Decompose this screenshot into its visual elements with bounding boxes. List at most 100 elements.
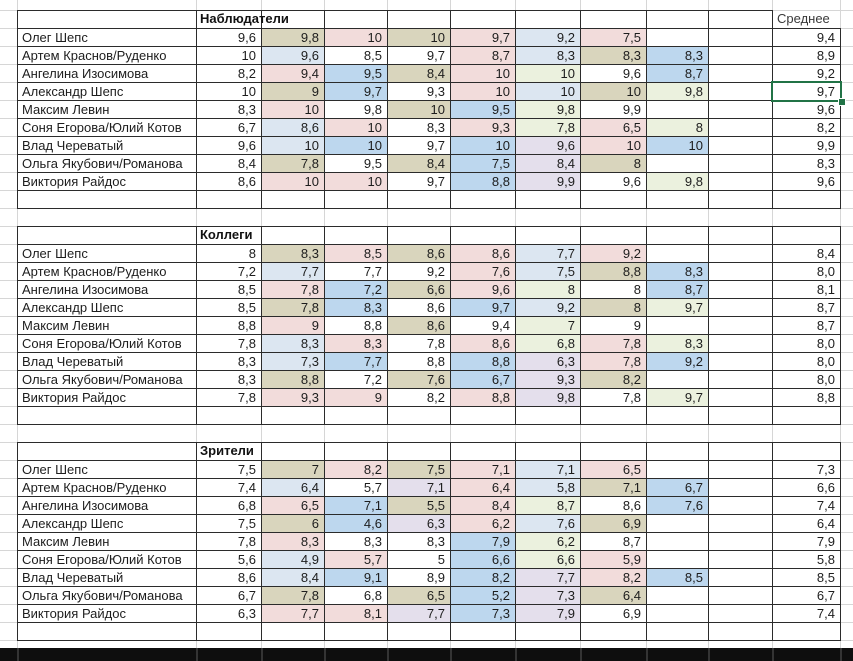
empty-cell[interactable] — [324, 190, 388, 209]
empty-cell[interactable] — [515, 190, 581, 209]
empty-cell[interactable] — [708, 352, 773, 371]
score-cell[interactable]: 6,5 — [580, 460, 647, 479]
score-cell[interactable]: 8,3 — [646, 46, 709, 65]
score-cell[interactable]: 7,8 — [196, 334, 262, 353]
score-cell[interactable]: 7,8 — [261, 586, 325, 605]
score-cell[interactable]: 7,7 — [515, 568, 581, 587]
score-cell[interactable]: 8,3 — [261, 334, 325, 353]
score-cell[interactable]: 9,8 — [261, 28, 325, 47]
empty-cell[interactable] — [708, 136, 773, 155]
score-cell[interactable]: 8,7 — [646, 280, 709, 299]
score-cell[interactable]: 6,3 — [387, 514, 451, 533]
section-header-cell[interactable] — [261, 226, 325, 245]
empty-cell[interactable] — [261, 190, 325, 209]
empty-cell[interactable] — [708, 514, 773, 533]
score-cell[interactable] — [646, 550, 709, 569]
row-name-cell[interactable]: Ангелина Изосимова — [17, 280, 197, 299]
score-cell[interactable]: 8,5 — [196, 280, 262, 299]
section-header-cell[interactable] — [387, 10, 451, 29]
empty-cell[interactable] — [708, 172, 773, 191]
score-cell[interactable]: 7,3 — [450, 604, 516, 623]
empty-cell[interactable] — [772, 190, 841, 209]
score-cell[interactable]: 7,7 — [261, 604, 325, 623]
score-cell[interactable]: 10 — [261, 172, 325, 191]
score-cell[interactable]: 8,4 — [387, 154, 451, 173]
empty-cell[interactable] — [17, 406, 197, 425]
score-cell[interactable]: 8,3 — [387, 532, 451, 551]
score-cell[interactable]: 7,5 — [196, 460, 262, 479]
score-cell[interactable]: 10 — [324, 118, 388, 137]
score-cell[interactable]: 7,7 — [387, 604, 451, 623]
score-cell[interactable]: 8,3 — [196, 370, 262, 389]
score-cell[interactable]: 7,8 — [261, 154, 325, 173]
empty-cell[interactable] — [580, 622, 647, 641]
score-cell[interactable]: 7,9 — [515, 604, 581, 623]
score-cell[interactable]: 7,2 — [196, 262, 262, 281]
average-cell[interactable]: 8,8 — [772, 388, 841, 407]
score-cell[interactable]: 10 — [387, 100, 451, 119]
empty-cell[interactable] — [387, 406, 451, 425]
score-cell[interactable]: 9,2 — [646, 352, 709, 371]
average-cell[interactable]: 8,7 — [772, 298, 841, 317]
average-cell[interactable]: 7,9 — [772, 532, 841, 551]
score-cell[interactable]: 8 — [580, 280, 647, 299]
empty-cell[interactable] — [646, 406, 709, 425]
score-cell[interactable]: 4,9 — [261, 550, 325, 569]
score-cell[interactable]: 9 — [580, 316, 647, 335]
score-cell[interactable]: 8,7 — [580, 532, 647, 551]
score-cell[interactable]: 7 — [515, 316, 581, 335]
score-cell[interactable]: 7,8 — [580, 352, 647, 371]
section-header-cell[interactable] — [450, 10, 516, 29]
score-cell[interactable] — [646, 244, 709, 263]
empty-cell[interactable] — [708, 586, 773, 605]
row-name-cell[interactable]: Ольга Якубович/Романова — [17, 370, 197, 389]
score-cell[interactable]: 8,4 — [387, 64, 451, 83]
score-cell[interactable] — [646, 370, 709, 389]
score-cell[interactable]: 7,3 — [515, 586, 581, 605]
empty-cell[interactable] — [708, 460, 773, 479]
score-cell[interactable]: 8,3 — [196, 100, 262, 119]
section-header-cell[interactable] — [324, 226, 388, 245]
score-cell[interactable]: 7,8 — [580, 334, 647, 353]
empty-cell[interactable] — [515, 622, 581, 641]
score-cell[interactable]: 10 — [450, 64, 516, 83]
empty-cell[interactable] — [450, 190, 516, 209]
score-cell[interactable]: 7,3 — [261, 352, 325, 371]
score-cell[interactable]: 7,6 — [450, 262, 516, 281]
score-cell[interactable]: 7,5 — [196, 514, 262, 533]
score-cell[interactable]: 6,5 — [580, 118, 647, 137]
score-cell[interactable]: 8,8 — [324, 316, 388, 335]
score-cell[interactable]: 7,1 — [580, 478, 647, 497]
score-cell[interactable]: 6,7 — [196, 118, 262, 137]
score-cell[interactable]: 8,3 — [646, 334, 709, 353]
score-cell[interactable]: 6,4 — [580, 586, 647, 605]
section-header-cell[interactable] — [450, 226, 516, 245]
score-cell[interactable]: 9 — [261, 316, 325, 335]
score-cell[interactable]: 9,7 — [646, 388, 709, 407]
score-cell[interactable]: 8,8 — [580, 262, 647, 281]
row-name-cell[interactable]: Олег Шепс — [17, 460, 197, 479]
score-cell[interactable]: 8,8 — [450, 388, 516, 407]
score-cell[interactable]: 8,2 — [580, 370, 647, 389]
row-name-cell[interactable]: Ольга Якубович/Романова — [17, 154, 197, 173]
empty-cell[interactable] — [708, 568, 773, 587]
section-header-cell[interactable] — [17, 10, 197, 29]
score-cell[interactable]: 7,8 — [261, 298, 325, 317]
score-cell[interactable]: 9,2 — [515, 298, 581, 317]
empty-cell[interactable] — [708, 28, 773, 47]
score-cell[interactable]: 9,9 — [515, 172, 581, 191]
score-cell[interactable]: 7,8 — [580, 388, 647, 407]
section-header-cell[interactable] — [324, 442, 388, 461]
empty-cell[interactable] — [708, 118, 773, 137]
score-cell[interactable]: 9,3 — [261, 388, 325, 407]
average-cell[interactable]: 7,3 — [772, 460, 841, 479]
score-cell[interactable]: 7,2 — [324, 280, 388, 299]
score-cell[interactable]: 6,3 — [196, 604, 262, 623]
score-cell[interactable]: 8,6 — [450, 334, 516, 353]
score-cell[interactable] — [646, 154, 709, 173]
row-name-cell[interactable]: Влад Череватый — [17, 136, 197, 155]
empty-cell[interactable] — [708, 298, 773, 317]
score-cell[interactable]: 8 — [196, 244, 262, 263]
score-cell[interactable]: 7,7 — [261, 262, 325, 281]
row-name-cell[interactable]: Артем Краснов/Руденко — [17, 46, 197, 65]
